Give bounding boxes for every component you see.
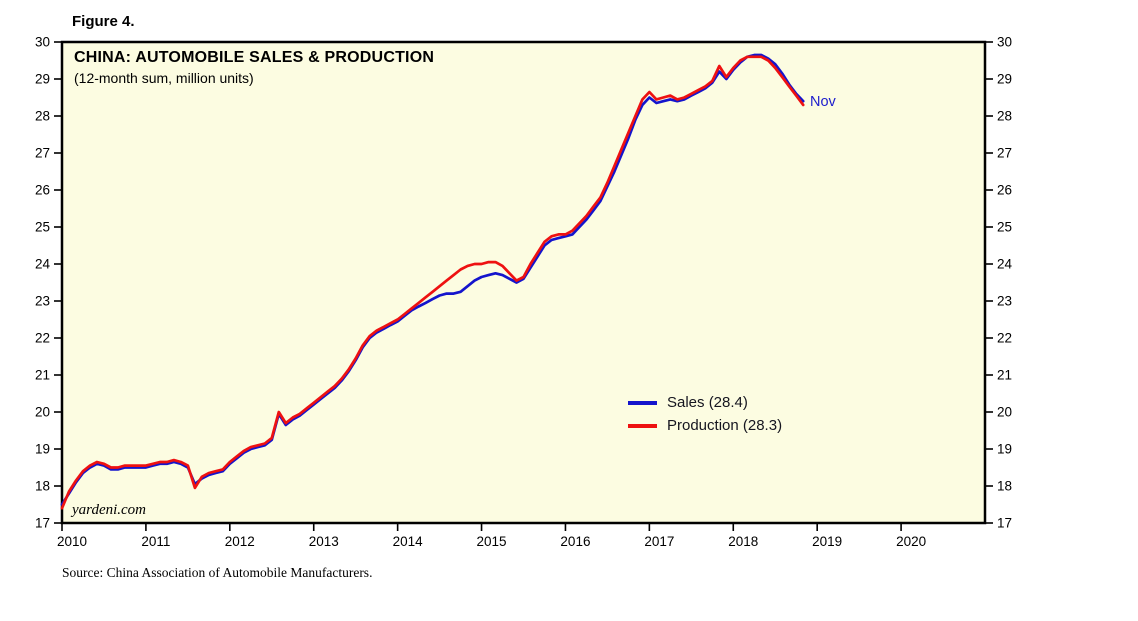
svg-text:2013: 2013	[309, 534, 339, 549]
svg-text:30: 30	[35, 35, 50, 50]
svg-text:23: 23	[35, 294, 50, 309]
legend-label-production: Production (28.3)	[667, 417, 783, 434]
sales-line-swatch	[628, 400, 657, 405]
svg-text:19: 19	[35, 442, 50, 457]
legend-label-sales: Sales (28.4)	[667, 394, 748, 411]
svg-text:20: 20	[35, 405, 50, 420]
svg-text:2015: 2015	[477, 534, 507, 549]
svg-text:29: 29	[997, 72, 1012, 87]
chart-legend: Sales (28.4) Production (28.3)	[628, 391, 782, 437]
svg-text:18: 18	[35, 479, 50, 494]
svg-text:27: 27	[35, 146, 50, 161]
figure-title: Figure 4.	[72, 13, 135, 30]
svg-text:26: 26	[997, 183, 1012, 198]
svg-text:2016: 2016	[560, 534, 590, 549]
production-line	[60, 55, 805, 510]
svg-text:24: 24	[35, 257, 51, 272]
source-note: Source: China Association of Automobile …	[62, 565, 373, 580]
svg-text:22: 22	[35, 331, 50, 346]
svg-text:2017: 2017	[644, 534, 674, 549]
svg-text:2012: 2012	[225, 534, 255, 549]
svg-text:2011: 2011	[141, 534, 170, 549]
svg-text:2010: 2010	[57, 534, 87, 549]
svg-text:21: 21	[997, 368, 1012, 383]
svg-text:18: 18	[997, 479, 1012, 494]
svg-text:19: 19	[997, 442, 1012, 457]
x-axis: 2010 2011 2012 2013 2014 2015 2016 2017 2018 2019…	[57, 523, 926, 549]
series-end-label: Nov	[810, 94, 836, 110]
sales-line	[60, 53, 805, 506]
svg-text:28: 28	[997, 109, 1012, 124]
plot-frame	[60, 40, 987, 525]
chart-title: CHINA: AUTOMOBILE SALES & PRODUCTION	[74, 49, 435, 66]
svg-text:30: 30	[997, 35, 1012, 50]
legend-item-production: Production (28.3)	[628, 414, 782, 437]
svg-text:21: 21	[35, 368, 50, 383]
svg-text:2019: 2019	[812, 534, 842, 549]
svg-text:23: 23	[997, 294, 1012, 309]
svg-text:26: 26	[35, 183, 50, 198]
watermark: yardeni.com	[72, 502, 147, 518]
chart-subtitle: (12-month sum, million units)	[74, 70, 254, 86]
svg-text:25: 25	[35, 220, 50, 235]
svg-text:22: 22	[997, 331, 1012, 346]
svg-text:17: 17	[997, 516, 1012, 531]
svg-text:2020: 2020	[896, 534, 926, 549]
svg-text:24: 24	[997, 257, 1013, 272]
svg-text:25: 25	[997, 220, 1012, 235]
svg-text:17: 17	[35, 516, 50, 531]
svg-text:27: 27	[997, 146, 1012, 161]
svg-text:20: 20	[997, 405, 1012, 420]
svg-text:28: 28	[35, 109, 50, 124]
svg-text:2018: 2018	[728, 534, 758, 549]
legend-item-sales: Sales (28.4)	[628, 391, 782, 414]
production-line-swatch	[628, 423, 657, 428]
svg-text:29: 29	[35, 72, 50, 87]
svg-text:2014: 2014	[393, 534, 424, 549]
y-axis: 17 17 18 18 19 19 20 20 21 21 22 22 23 23 24 24 25 25 26 26…	[35, 35, 1013, 531]
